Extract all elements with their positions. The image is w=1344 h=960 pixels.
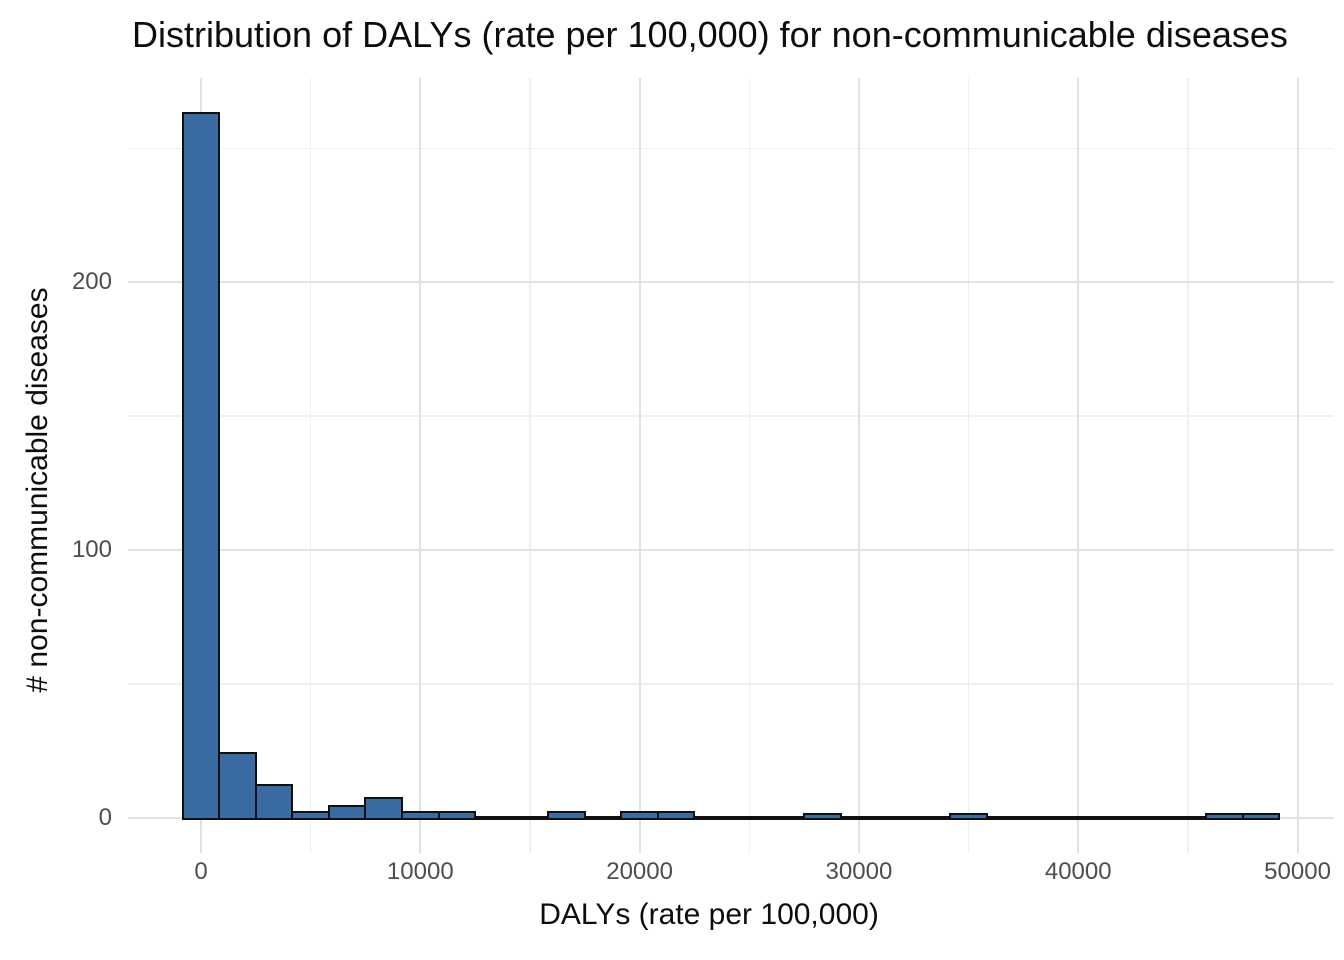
x-tick-label: 40000 bbox=[1044, 858, 1112, 885]
y-minor-gridline bbox=[128, 147, 1334, 150]
y-tick-label: 0 bbox=[98, 804, 112, 831]
x-tick-label: 10000 bbox=[386, 858, 454, 885]
x-minor-gridline bbox=[529, 78, 531, 853]
histogram-bar bbox=[1241, 813, 1281, 820]
histogram-bar bbox=[912, 816, 952, 820]
x-tick-label: 30000 bbox=[825, 858, 893, 885]
histogram-bar bbox=[949, 813, 988, 820]
x-major-gridline bbox=[857, 78, 860, 853]
histogram-bar bbox=[729, 816, 769, 820]
histogram-bar bbox=[1168, 816, 1208, 820]
histogram-bar bbox=[1022, 816, 1061, 820]
histogram-bar bbox=[1095, 816, 1135, 820]
x-major-gridline bbox=[1077, 78, 1080, 853]
y-tick-label: 100 bbox=[71, 536, 112, 564]
x-minor-gridline bbox=[967, 78, 970, 853]
histogram-bar bbox=[839, 816, 879, 820]
histogram-bar bbox=[547, 810, 586, 820]
x-axis-title: DALYs (rate per 100,000) bbox=[539, 898, 879, 931]
histogram-bar bbox=[620, 810, 659, 820]
histogram-bar bbox=[364, 797, 404, 820]
histogram-bar bbox=[1205, 813, 1244, 820]
x-tick-label: 50000 bbox=[1264, 858, 1331, 885]
histogram-bar bbox=[656, 810, 696, 820]
chart-title: Distribution of DALYs (rate per 100,000)… bbox=[132, 14, 1288, 55]
y-minor-gridline bbox=[128, 415, 1334, 417]
histogram-bar bbox=[876, 816, 915, 820]
y-axis-title: # non-communicable diseases bbox=[21, 287, 54, 693]
histogram-bar bbox=[218, 751, 257, 820]
y-major-gridline bbox=[128, 281, 1334, 284]
histogram-bar bbox=[985, 816, 1025, 820]
x-major-gridline bbox=[419, 78, 422, 853]
x-minor-gridline bbox=[748, 78, 751, 853]
histogram-bar bbox=[181, 111, 221, 820]
x-minor-gridline bbox=[309, 78, 312, 853]
x-tick-label: 20000 bbox=[606, 858, 673, 885]
x-major-gridline bbox=[1296, 78, 1299, 853]
histogram-bar bbox=[583, 816, 623, 820]
x-tick-label: 0 bbox=[194, 858, 208, 885]
histogram-bar bbox=[1058, 816, 1098, 820]
histogram-bar bbox=[437, 810, 477, 820]
y-tick-label: 200 bbox=[71, 268, 112, 296]
histogram-bar bbox=[510, 816, 550, 820]
x-minor-gridline bbox=[1187, 78, 1189, 853]
histogram-bar bbox=[401, 810, 440, 820]
x-major-gridline bbox=[638, 78, 641, 853]
histogram-bar bbox=[474, 816, 513, 820]
y-minor-gridline bbox=[128, 683, 1334, 685]
histogram-bar bbox=[327, 805, 367, 820]
histogram-bar bbox=[766, 816, 806, 820]
histogram-bar bbox=[803, 813, 842, 820]
histogram-bar bbox=[254, 783, 294, 820]
histogram-bar bbox=[291, 810, 330, 820]
histogram-bar bbox=[693, 816, 732, 820]
histogram-bar bbox=[1132, 816, 1171, 820]
y-major-gridline bbox=[128, 549, 1334, 552]
